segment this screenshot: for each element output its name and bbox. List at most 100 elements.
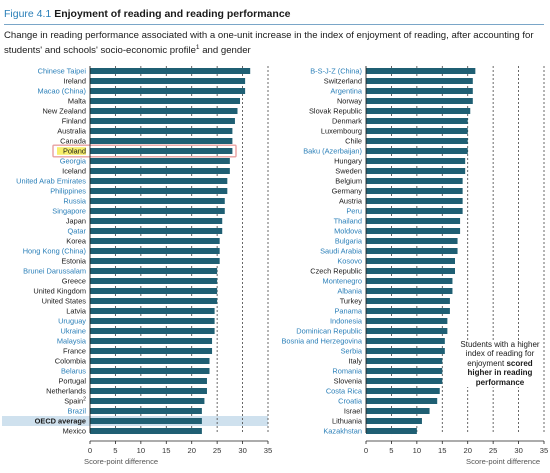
bar [90,88,246,94]
category-label: Lithuania [332,417,363,426]
category-label: Estonia [61,257,87,266]
figure-number: Figure 4.1 [4,8,52,20]
category-label: Moldova [334,227,363,236]
bar [90,218,223,224]
chart-annotation: Students with a higher index of reading … [460,340,540,388]
x-tick-label: 20 [463,446,471,455]
category-label: B-S-J-Z (China) [310,67,362,76]
x-tick-label: 5 [113,446,117,455]
category-label: Chile [345,137,362,146]
bar [90,408,202,414]
category-label: Finland [62,117,86,126]
category-label: Sweden [335,167,362,176]
category-label: Croatia [338,397,363,406]
bar [366,128,468,134]
x-tick-label: 15 [162,446,170,455]
bar [366,108,471,114]
bar [366,358,443,364]
x-tick-label: 10 [137,446,145,455]
bar [90,248,220,254]
figure-title: Figure 4.1 Enjoyment of reading and read… [4,8,291,20]
bar [90,398,205,404]
bar [366,238,458,244]
category-label: Ukraine [61,327,86,336]
bar [366,338,445,344]
bar [90,128,233,134]
bar [90,278,218,284]
bar [366,158,466,164]
bar [366,388,440,394]
category-label: Bosnia and Herzegovina [281,337,362,346]
category-label: Indonesia [330,317,363,326]
x-tick-label: 30 [514,446,522,455]
bar [90,378,207,384]
bar [90,388,207,394]
category-label: Slovak Republic [309,107,362,116]
category-label: Korea [66,237,87,246]
category-label: Hong Kong (China) [23,247,86,256]
figure-title-text: Enjoyment of reading and reading perform… [54,8,291,20]
bar [366,168,466,174]
subtitle-tail: and gender [199,44,251,56]
bar [366,248,458,254]
category-label: Denmark [332,117,362,126]
category-label: Malaysia [57,337,87,346]
category-label: Bulgaria [335,237,363,246]
category-label: Baku (Azerbaijan) [303,147,362,156]
bar [366,78,473,84]
bar [90,228,223,234]
category-label: Colombia [55,357,87,366]
category-label: Hungary [334,157,362,166]
figure-subtitle: Change in reading performance associated… [4,30,544,56]
category-label: Montenegro [323,277,362,286]
bar [366,198,463,204]
bar [366,348,445,354]
category-label: Qatar [68,227,87,236]
bar [366,208,463,214]
bar [366,258,455,264]
category-label: Germany [332,187,363,196]
category-label: Saudi Arabia [320,247,363,256]
bar [366,268,455,274]
bar [366,178,463,184]
category-label: Poland [63,147,86,156]
bar [366,298,450,304]
category-label: New Zealand [42,107,86,116]
category-label: Dominican Republic [296,327,362,336]
x-axis-label: Score-point difference [84,457,158,466]
category-label: Georgia [60,157,87,166]
x-tick-label: 20 [187,446,195,455]
bar [90,208,225,214]
bar [366,148,468,154]
category-label: Romania [332,367,362,376]
bar [90,368,210,374]
bar [90,308,215,314]
category-label: Thailand [334,217,362,226]
bar [366,218,461,224]
category-label: Macao (China) [38,87,86,96]
category-label: Japan [66,217,86,226]
category-label: OECD average [35,417,86,426]
bar [366,118,468,124]
category-label: Argentina [330,87,363,96]
category-label: Slovenia [334,377,363,386]
category-label: Luxembourg [321,127,362,136]
bar [90,198,225,204]
bar [90,268,218,274]
x-tick-label: 25 [489,446,497,455]
bar [90,428,202,434]
bar [366,408,430,414]
bar [366,278,453,284]
bar [366,318,448,324]
chart-panel-2: B-S-J-Z (China)SwitzerlandArgentinaNorwa… [281,66,548,466]
x-tick-label: 15 [438,446,446,455]
bar [90,328,215,334]
bar [366,378,443,384]
category-label: Uruguay [58,317,86,326]
highlight-outline [52,144,237,158]
label-superscript: 2 [83,397,86,403]
x-axis-label: Score-point difference [466,457,540,466]
category-label: Italy [348,357,362,366]
annotation-strong: scored higher in reading performance [467,358,533,387]
